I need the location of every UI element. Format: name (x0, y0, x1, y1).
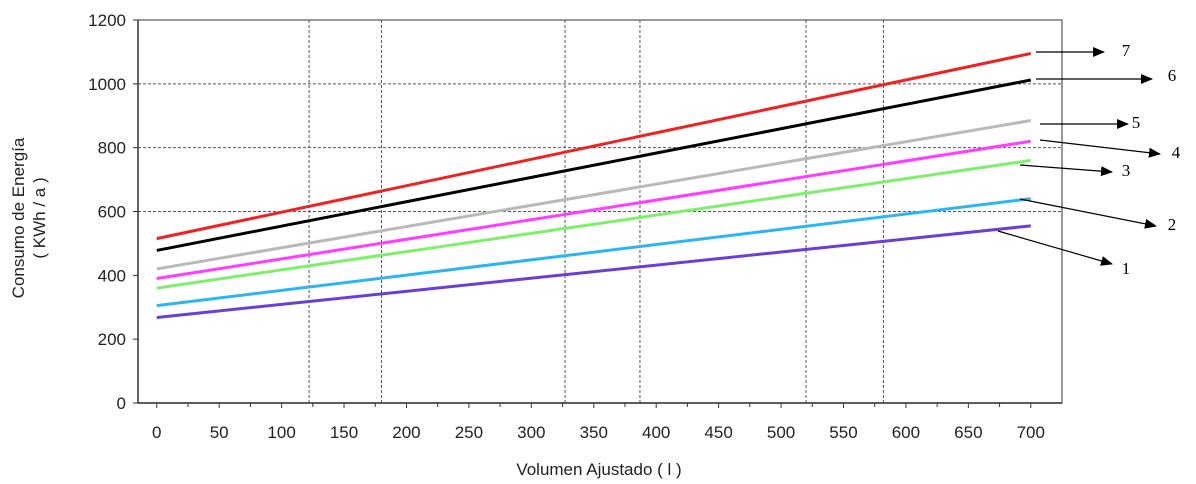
x-tick-label: 300 (517, 423, 545, 442)
series-line-5 (156, 119, 1032, 271)
x-tick-label: 400 (642, 423, 670, 442)
callout-label-2: 2 (1168, 215, 1177, 234)
x-tick-label: 200 (392, 423, 420, 442)
y-tick-label: 600 (98, 203, 126, 222)
callout-label-7: 7 (1122, 41, 1131, 60)
callout-label-1: 1 (1122, 259, 1131, 278)
series-line-4 (156, 139, 1032, 281)
series-line-6 (156, 78, 1032, 252)
x-tick-label: 500 (767, 423, 795, 442)
callout-arrow-3 (1019, 164, 1113, 177)
callout-label-4: 4 (1172, 143, 1181, 162)
x-tick-label: 350 (580, 423, 608, 442)
x-tick-label: 250 (455, 423, 483, 442)
callout-arrow-2 (1019, 198, 1157, 229)
x-tick-label: 600 (892, 423, 920, 442)
y-tick-label: 800 (98, 139, 126, 158)
callout-label-5: 5 (1132, 113, 1141, 132)
y-tick-label: 0 (117, 394, 126, 413)
series-line-3 (156, 158, 1032, 290)
callout-arrow-1 (997, 230, 1113, 266)
callout-label-3: 3 (1122, 161, 1131, 180)
x-tick-label: 450 (704, 423, 732, 442)
x-tick-label: 700 (1017, 423, 1045, 442)
y-tick-label: 1000 (88, 75, 126, 94)
x-tick-label: 0 (152, 423, 161, 442)
y-tick-label: 400 (98, 266, 126, 285)
grid-lines (138, 20, 1062, 403)
series-line-1 (156, 224, 1031, 319)
y-axis-title-group: Consumo de Energía ( KWh / a ) (9, 137, 49, 298)
y-axis-ticks: 0 200 400 600 800 1000 1200 (88, 11, 138, 413)
series-callouts: 1 2 3 4 5 6 7 (997, 41, 1181, 278)
series-line-2 (156, 197, 1031, 308)
x-tick-label: 150 (330, 423, 358, 442)
series-lines (156, 52, 1032, 319)
y-axis-title-line-1: Consumo de Energía (9, 137, 28, 298)
x-tick-label: 50 (210, 423, 229, 442)
x-tick-label: 100 (267, 423, 295, 442)
x-tick-label: 650 (954, 423, 982, 442)
y-tick-label: 200 (98, 330, 126, 349)
callout-arrow-4 (1039, 139, 1161, 158)
callout-label-6: 6 (1168, 66, 1177, 85)
x-axis-title: Volumen Ajustado ( l ) (516, 460, 681, 479)
y-tick-label: 1200 (88, 11, 126, 30)
y-axis-title-line-2: ( KWh / a ) (30, 177, 49, 258)
x-axis-ticks: 0 50 100 150 200 250 300 350 400 450 500 550 600 650 7… (152, 403, 1045, 442)
series-line-7 (156, 52, 1032, 241)
x-tick-label: 550 (829, 423, 857, 442)
